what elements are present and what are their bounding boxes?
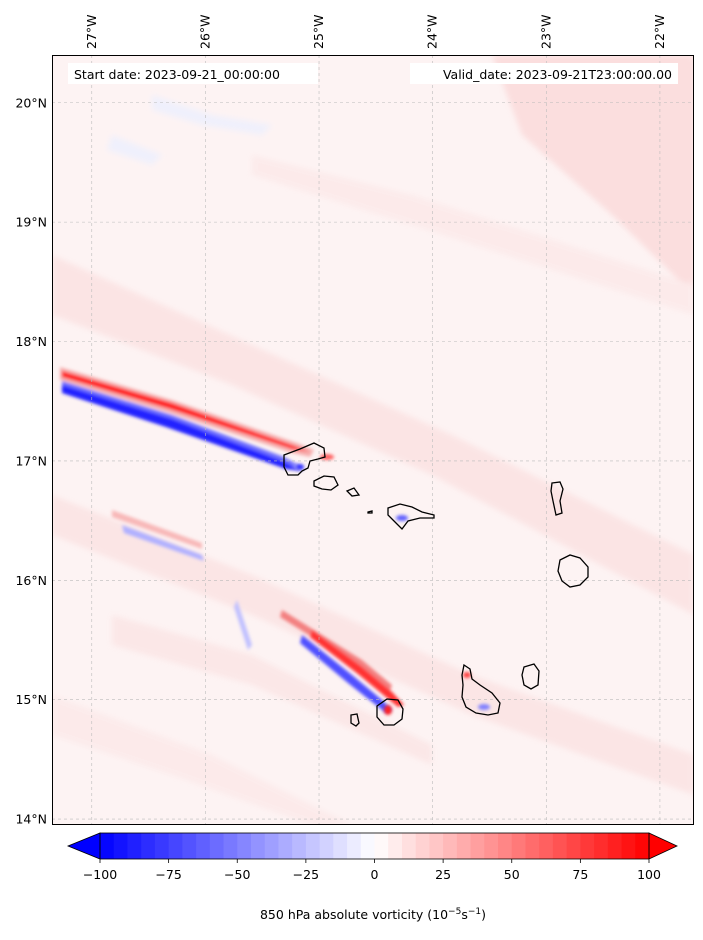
colorbar-label: 850 hPa absolute vorticity (10−5s−1) [260,907,486,922]
colorbar-block [209,833,225,859]
colorbar-block [100,833,115,859]
colorbar-block [607,833,623,859]
colorbar-tick-label: 0 [371,867,379,882]
colorbar-block [305,833,321,859]
latitude-tick-label: 15°N [15,692,47,707]
island-santiago [461,663,501,716]
graticule [52,55,694,825]
colorbar-block [594,833,609,859]
colorbar-block [250,833,266,859]
colorbar-tick-label: 75 [572,867,588,882]
latitude-tick-label: 18°N [15,334,47,349]
longitude-tick-label: 22°W [652,14,667,49]
colorbar-block [278,833,293,859]
colorbar-block [333,833,348,859]
colorbar-block [635,833,650,859]
island-branco [367,510,373,514]
colorbar-block [196,833,211,859]
vorticity-streak-north [60,367,314,471]
valid-date-box [410,63,678,84]
vorticity-map: Start date: 2023-09-21_00:00:00 Valid_da… [52,55,694,825]
latitude-tick-label: 17°N [15,453,47,468]
colorbar-tick-label: 50 [504,867,520,882]
latitude-tick-label: 19°N [15,215,47,230]
colorbar-block [141,833,156,859]
colorbar-tick-label: −25 [293,867,319,882]
island-sao-vicente [313,475,339,491]
colorbar-block [168,833,183,859]
coastlines [283,442,589,727]
vorticity-spots [296,454,490,715]
colorbar-block [237,833,252,859]
colorbar-block [525,833,540,859]
colorbar-graphic: −100 −75 −50 −25 0 25 50 75 100 850 hPa absolute… [66,832,678,922]
latitude-tick-label: 16°N [15,573,47,588]
colorbar-tick-label: −75 [155,867,181,882]
colorbar-block [113,833,129,859]
longitude-tick-label: 24°W [425,14,440,49]
colorbar-block [347,833,362,859]
colorbar-block [182,833,197,859]
colorbar-tick-label: 100 [637,867,661,882]
colorbar-block [360,833,376,859]
colorbar-extend-max-arrow [648,832,678,860]
longitude-tick-labels: 27°W 26°W 25°W 24°W 23°W 22°W [84,14,667,49]
colorbar-block [498,833,513,859]
island-maio [521,663,540,690]
colorbar: −100 −75 −50 −25 0 25 50 75 100 850 hPa absolute… [0,825,703,936]
colorbar-block [264,833,280,859]
colorbar-block [401,833,417,859]
colorbar-block [154,833,170,859]
colorbar-block [511,833,527,859]
longitude-tick-label: 25°W [311,14,326,49]
colorbar-tick-label: 25 [435,867,451,882]
start-date-box [68,63,318,84]
island-brava [350,713,360,727]
colorbar-block [484,833,499,859]
longitude-tick-label: 23°W [538,14,553,49]
colorbar-extend-min-arrow [66,832,101,860]
latitude-tick-label: 20°N [15,95,47,110]
colorbar-block [552,833,568,859]
island-santo-antao [283,442,326,476]
colorbar-block [429,833,444,859]
island-sal [550,481,564,516]
weak-vorticity-bands [52,55,694,825]
colorbar-block [127,833,142,859]
colorbar-tick-label: −50 [224,867,250,882]
colorbar-ticks: −100 −75 −50 −25 0 25 50 75 100 [83,859,661,882]
colorbar-block [621,833,636,859]
island-sao-nicolau [387,503,435,530]
vorticity-streak-south [112,510,404,713]
colorbar-block [388,833,403,859]
island-santa-luzia [345,487,361,497]
island-fogo [376,698,404,726]
colorbar-blocks [100,833,650,859]
valid-date-label: Valid_date: 2023-09-21T23:00:00.00 [443,67,672,82]
map-frame [52,55,694,825]
colorbar-block [292,833,307,859]
island-boa-vista [557,554,589,588]
colorbar-tick-label: −100 [83,867,117,882]
colorbar-block [374,833,389,859]
colorbar-block [443,833,458,859]
colorbar-block [539,833,554,859]
start-date-label: Start date: 2023-09-21_00:00:00 [74,67,280,82]
colorbar-block [580,833,595,859]
colorbar-block [223,833,238,859]
colorbar-block [456,833,472,859]
longitude-tick-label: 26°W [197,14,212,49]
colorbar-block [470,833,485,859]
longitude-tick-label: 27°W [84,14,99,49]
colorbar-block [415,833,430,859]
map-panel: Start date: 2023-09-21_00:00:00 Valid_da… [52,55,694,825]
latitude-tick-labels: 20°N19°N18°N17°N16°N15°N14°N [15,95,47,826]
colorbar-block [319,833,334,859]
colorbar-block [566,833,581,859]
